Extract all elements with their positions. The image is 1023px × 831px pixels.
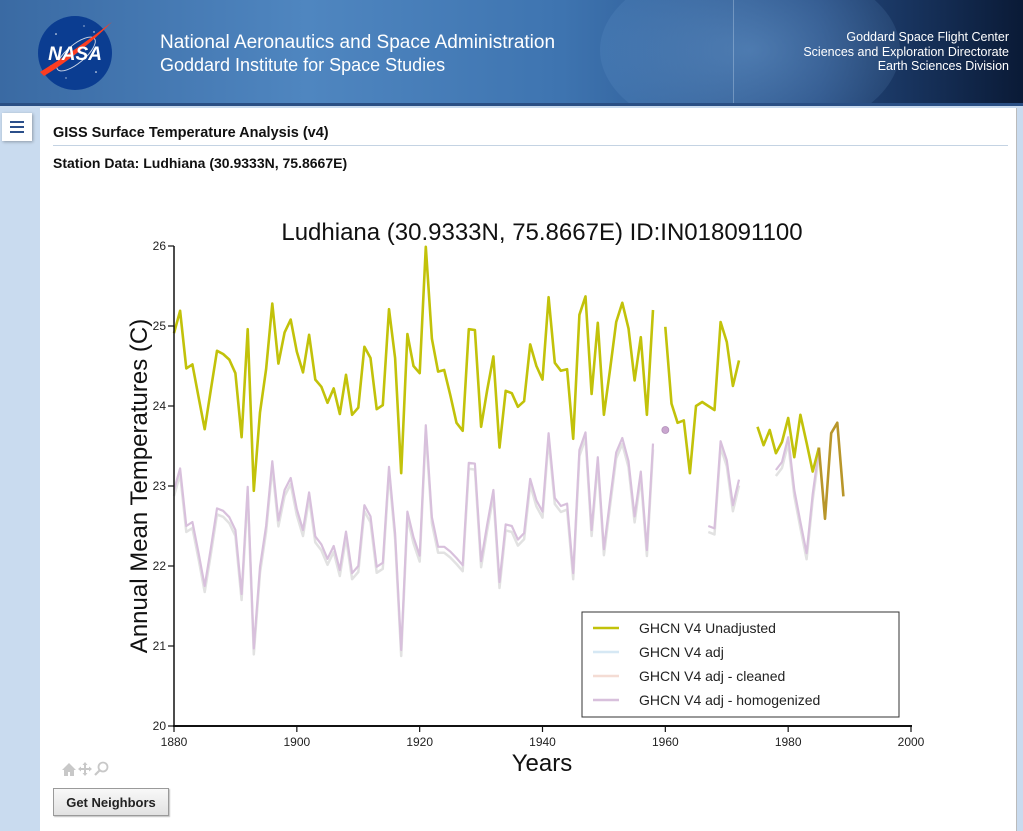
adj-homogenized-point [661, 426, 670, 434]
station-title: Station Data: Ludhiana (30.9333N, 75.866… [53, 155, 348, 171]
title-divider [53, 145, 1008, 146]
adj-homogenized-shadow-line [707, 445, 741, 536]
y-tick-label: 22 [153, 559, 167, 573]
legend-box [581, 611, 900, 718]
center-info: Goddard Space Flight Center Sciences and… [803, 30, 1009, 74]
header-bottom-border [0, 103, 1023, 106]
nasa-logo-text: NASA [48, 44, 102, 65]
unadjusted-line [756, 413, 821, 473]
x-axis-label: Years [512, 750, 573, 777]
get-neighbors-button[interactable]: Get Neighbors [53, 788, 169, 816]
header-divider [733, 0, 734, 106]
page-title: GISS Surface Temperature Analysis (v4) [53, 125, 329, 141]
legend-label: GHCN V4 adj - homogenized [639, 692, 820, 708]
axes-layer: 20 21 22 23 24 25 26 1880 1900 1920 1940 1960 1980 20… [153, 239, 925, 749]
unadjusted-line [817, 421, 845, 521]
center-line-2: Sciences and Exploration Directorate [803, 44, 1009, 59]
chart-title: Ludhiana (30.9333N, 75.8667E) ID:IN01809… [281, 219, 802, 246]
hamburger-menu-icon-bar [10, 131, 24, 133]
site-header: NASA National Aeronautics and Space Admi… [0, 0, 1023, 106]
legend-label: GHCN V4 adj [639, 644, 724, 660]
adj-homogenized-line [172, 424, 655, 652]
agency-name: National Aeronautics and Space Administr… [160, 32, 555, 76]
chart-legend: GHCN V4 Unadjusted GHCN V4 adj GHCN V4 adj… [581, 611, 900, 718]
y-tick-label: 26 [153, 239, 167, 253]
unadjusted-line [664, 320, 741, 475]
hamburger-menu-button[interactable] [2, 113, 32, 141]
center-line-3: Earth Sciences Division [877, 59, 1009, 73]
hamburger-menu-icon-bar [10, 126, 24, 128]
agency-line-1: National Aeronautics and Space Administr… [160, 32, 556, 53]
nasa-logo-icon[interactable]: NASA [36, 14, 114, 92]
unadjusted-line [172, 245, 655, 493]
header-glow [600, 0, 900, 106]
x-tick-label: 1920 [406, 735, 433, 749]
x-tick-label: 2000 [898, 735, 925, 749]
adj-homogenized-shadow-line [172, 429, 655, 658]
hamburger-menu-icon [10, 121, 24, 123]
legend-label: GHCN V4 Unadjusted [639, 620, 776, 636]
x-tick-label: 1880 [161, 735, 188, 749]
y-tick-label: 21 [153, 639, 167, 653]
x-tick-label: 1960 [652, 735, 679, 749]
pan-icon[interactable] [77, 760, 93, 778]
adj-homogenized-line [775, 436, 820, 555]
agency-line-2: Goddard Institute for Space Studies [160, 55, 446, 75]
x-tick-label: 1980 [775, 735, 802, 749]
center-line-1: Goddard Space Flight Center [846, 30, 1009, 44]
y-tick-label: 23 [153, 479, 167, 493]
chart-toolbar [61, 760, 109, 778]
y-axis-label: Annual Mean Temperatures (C) [126, 319, 153, 653]
zoom-icon[interactable] [93, 760, 109, 778]
x-tick-label: 1900 [283, 735, 310, 749]
legend-label: GHCN V4 adj - cleaned [639, 668, 785, 684]
adj-homogenized-line [707, 440, 741, 530]
y-tick-label: 25 [153, 319, 167, 333]
y-tick-label: 20 [153, 719, 167, 733]
y-tick-label: 24 [153, 399, 167, 413]
home-icon[interactable] [61, 760, 77, 778]
x-tick-label: 1940 [529, 735, 556, 749]
series-layer [172, 245, 845, 658]
